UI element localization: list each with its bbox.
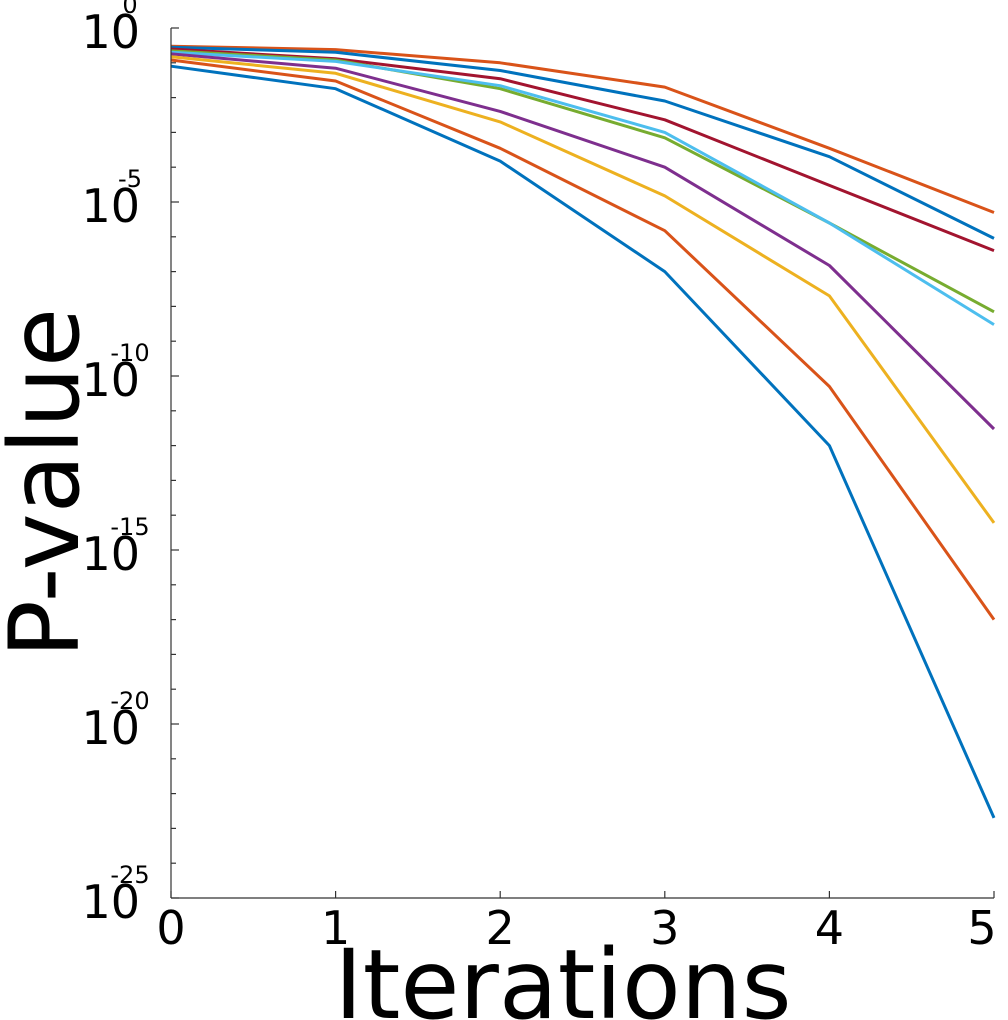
series-line-9 <box>170 64 996 819</box>
series-line-8 <box>170 58 996 621</box>
x-tick-label: 4 <box>815 901 844 955</box>
y-tick-label-exponent: -20 <box>110 687 149 715</box>
series-line-1 <box>170 44 995 214</box>
x-tick-label: 3 <box>650 901 679 955</box>
y-tick-label-exponent: -25 <box>110 861 149 889</box>
series-line-2 <box>170 45 995 240</box>
y-tick-label-base: 10 <box>81 179 140 233</box>
y-tick-label-exponent: -15 <box>110 513 149 541</box>
x-tick-label: 2 <box>486 901 515 955</box>
plot-lines <box>170 44 996 819</box>
y-tick-label-base: 10 <box>81 5 140 59</box>
y-tick-label-base: 10 <box>81 353 140 407</box>
x-tick-label: 0 <box>156 901 185 955</box>
x-tick-label: 1 <box>321 901 350 955</box>
axes <box>170 28 994 899</box>
x-tick-label: 5 <box>967 901 996 955</box>
y-tick-label-base: 10 <box>81 527 140 581</box>
y-tick-label-exponent: -10 <box>110 339 149 367</box>
series-line-4 <box>170 49 995 314</box>
x-axis-title: Iterations <box>334 929 791 1020</box>
series-line-6 <box>170 52 996 431</box>
ticks <box>170 27 995 899</box>
series-line-3 <box>170 47 995 252</box>
y-tick-label-exponent: -5 <box>118 165 142 193</box>
y-tick-label-base: 10 <box>81 701 140 755</box>
series-line-7 <box>170 55 996 524</box>
series-line-5 <box>170 50 995 326</box>
y-axis-title: P-value <box>0 308 101 658</box>
y-tick-label-exponent: 0 <box>122 0 137 19</box>
y-tick-label-base: 10 <box>81 875 140 929</box>
